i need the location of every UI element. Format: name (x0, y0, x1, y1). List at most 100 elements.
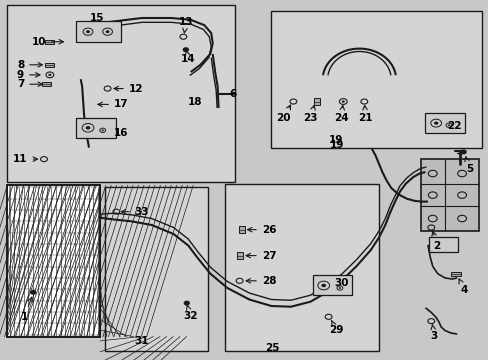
Bar (7, 185, 100, 337)
Bar (7, 185, 100, 337)
Text: 26: 26 (247, 225, 276, 235)
Bar (7, 185, 100, 337)
Circle shape (184, 301, 189, 305)
Text: 33: 33 (121, 207, 149, 217)
Bar (7, 185, 100, 337)
Bar (7, 185, 100, 337)
Bar (76, 21, 121, 42)
Bar (7, 185, 100, 337)
Bar (420, 159, 478, 231)
Bar (7, 185, 100, 337)
Bar (105, 187, 207, 351)
Text: 30: 30 (333, 278, 348, 288)
Text: 12: 12 (114, 84, 143, 94)
Circle shape (105, 30, 109, 33)
Circle shape (86, 30, 90, 33)
Text: 22: 22 (447, 121, 461, 131)
Text: 1: 1 (21, 297, 32, 322)
Circle shape (460, 150, 465, 154)
Circle shape (433, 122, 437, 125)
Bar (7, 185, 100, 337)
Bar (7, 185, 100, 337)
Text: 31: 31 (134, 336, 149, 346)
Circle shape (341, 100, 344, 103)
Bar (7, 185, 100, 337)
Bar (7, 185, 100, 337)
Text: 25: 25 (265, 343, 280, 354)
Text: 4: 4 (458, 279, 468, 295)
Bar (236, 252, 242, 259)
Bar (7, 185, 100, 337)
Text: 10: 10 (32, 37, 63, 47)
Text: 7: 7 (17, 79, 42, 89)
Bar (7, 185, 100, 337)
Bar (425, 113, 464, 133)
Circle shape (85, 126, 90, 130)
Bar (271, 11, 481, 148)
Bar (7, 185, 100, 337)
Text: 16: 16 (114, 128, 128, 138)
Bar (7, 185, 100, 337)
Text: 29: 29 (328, 320, 343, 336)
Bar (224, 184, 378, 351)
Bar (7, 185, 100, 337)
Text: 32: 32 (183, 305, 198, 321)
Bar (7, 185, 100, 337)
Bar (7, 185, 100, 337)
Text: 23: 23 (303, 105, 317, 123)
Text: 8: 8 (17, 60, 42, 70)
Bar (313, 98, 319, 105)
Bar (312, 275, 351, 295)
Text: 19: 19 (329, 140, 344, 150)
Bar (7, 185, 100, 337)
Text: 3: 3 (430, 325, 437, 341)
Bar (45, 40, 54, 44)
Bar (7, 185, 100, 337)
Text: 13: 13 (178, 17, 193, 33)
Text: 28: 28 (245, 276, 276, 286)
Bar (7, 185, 100, 337)
Text: 14: 14 (181, 51, 195, 64)
Bar (7, 185, 100, 337)
Bar (45, 63, 54, 67)
Bar (7, 185, 100, 337)
Circle shape (48, 74, 51, 76)
Bar (7, 185, 100, 337)
Bar (42, 82, 51, 86)
Circle shape (447, 125, 449, 126)
Text: 6: 6 (229, 89, 236, 99)
Text: 24: 24 (333, 105, 348, 123)
Text: 15: 15 (89, 13, 104, 23)
Bar (7, 185, 100, 337)
Bar (7, 5, 234, 182)
Text: 20: 20 (276, 105, 290, 123)
Bar (7, 185, 100, 337)
Bar (7, 185, 100, 337)
Text: 9: 9 (17, 70, 40, 80)
Bar (450, 272, 460, 276)
Circle shape (338, 287, 340, 289)
Bar (7, 185, 100, 337)
Bar (7, 185, 100, 337)
Bar (7, 185, 100, 337)
Bar (7, 185, 100, 337)
Bar (7, 185, 100, 337)
Text: 2: 2 (431, 231, 439, 251)
Text: 11: 11 (13, 154, 38, 164)
Circle shape (102, 130, 103, 131)
Bar (7, 185, 100, 337)
Text: 5: 5 (464, 157, 472, 174)
Bar (7, 185, 100, 337)
Bar (428, 237, 457, 252)
Circle shape (321, 284, 325, 287)
Text: 17: 17 (98, 99, 128, 109)
Bar (7, 185, 100, 337)
Bar (76, 118, 116, 138)
Bar (239, 226, 244, 233)
Bar (7, 185, 100, 337)
Circle shape (31, 291, 36, 294)
Text: 27: 27 (245, 251, 276, 261)
Circle shape (183, 48, 188, 51)
Text: 21: 21 (358, 105, 372, 123)
Bar (7, 185, 100, 337)
